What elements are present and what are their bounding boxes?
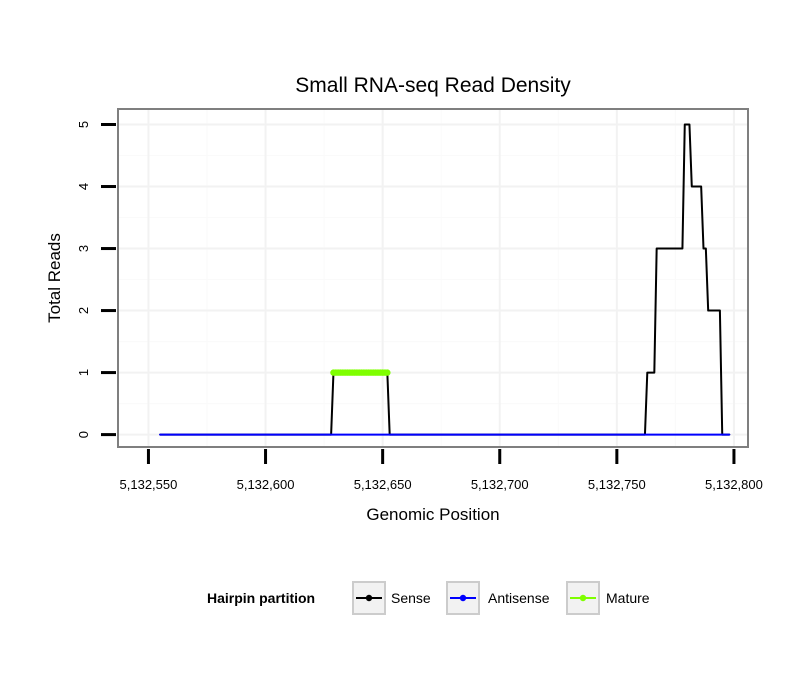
plot-background: [118, 109, 748, 447]
x-tick-label: 5,132,650: [354, 477, 412, 492]
legend-key-point-mature: [579, 594, 587, 602]
chart-title: Small RNA-seq Read Density: [295, 74, 571, 97]
y-axis: 0 1 2 3 4 5: [76, 121, 116, 438]
y-tick-label: 1: [76, 369, 91, 376]
legend-label-mature: Mature: [606, 590, 650, 606]
x-tick-label: 5,132,750: [588, 477, 646, 492]
x-tick-label: 5,132,700: [471, 477, 529, 492]
y-tick-label: 2: [76, 307, 91, 314]
x-axis-title: Genomic Position: [366, 505, 499, 524]
plot-panel: [117, 108, 749, 448]
y-tick-label: 0: [76, 431, 91, 438]
x-axis: 5,132,550 5,132,600 5,132,650 5,132,700 5,13…: [120, 449, 763, 492]
legend-label-antisense: Antisense: [488, 590, 550, 606]
y-tick-label: 5: [76, 121, 91, 128]
series-line-sense: [159, 123, 731, 436]
legend-label-sense: Sense: [391, 590, 431, 606]
legend-key-point-antisense: [459, 594, 467, 602]
legend-title: Hairpin partition: [207, 590, 315, 606]
y-tick-label: 4: [76, 183, 91, 190]
mature-point: [384, 369, 391, 376]
legend: Hairpin partition Sense Antisense Mature: [207, 581, 650, 615]
legend-key-point-sense: [365, 594, 373, 602]
legend-entries: Sense Antisense Mature: [352, 581, 650, 615]
y-tick-label: 3: [76, 245, 91, 252]
series-layer: [159, 123, 731, 436]
x-tick-label: 5,132,800: [705, 477, 763, 492]
x-tick-label: 5,132,600: [237, 477, 295, 492]
minor-grid: [118, 109, 748, 447]
plot-border: [117, 108, 749, 448]
y-axis-title: Total Reads: [45, 233, 64, 323]
x-tick-label: 5,132,550: [120, 477, 178, 492]
